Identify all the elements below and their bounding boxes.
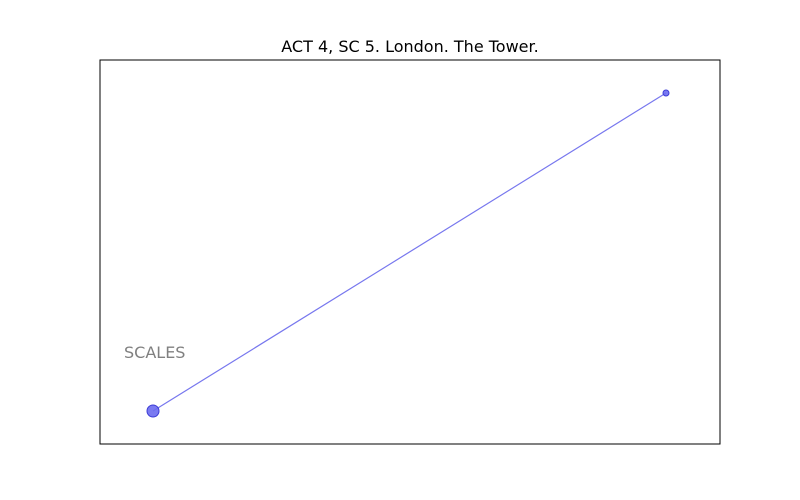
node-scales <box>146 404 160 418</box>
node-label-scales: SCALES <box>124 343 185 362</box>
node-other <box>662 89 670 97</box>
plot-frame <box>99 59 721 445</box>
edge-scales-other <box>152 92 667 412</box>
label-layer: SCALES <box>124 343 185 362</box>
figure-title: ACT 4, SC 5. London. The Tower. <box>281 37 538 56</box>
node-layer <box>146 89 670 418</box>
edge-layer <box>152 92 667 412</box>
